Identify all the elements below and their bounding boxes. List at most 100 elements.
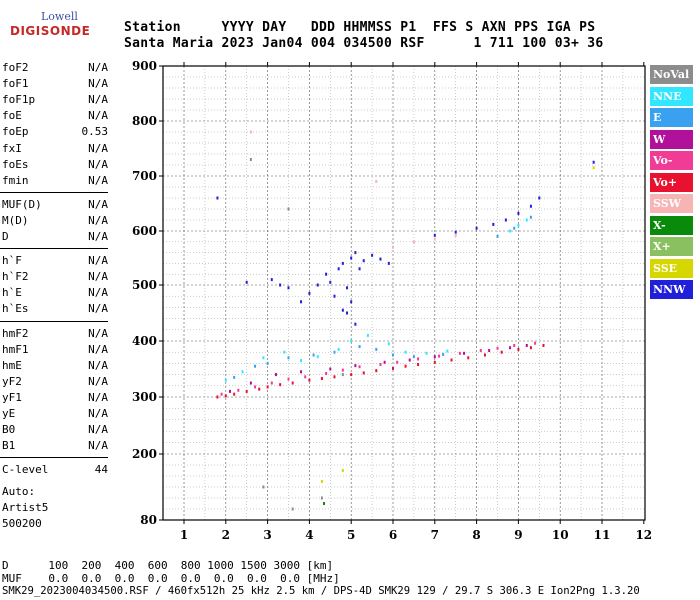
param-separator [0, 457, 108, 459]
point-vo [320, 377, 323, 381]
param-value: N/A [88, 302, 108, 316]
point-vo [500, 350, 503, 354]
point-vo [291, 381, 294, 385]
footer-d-row: D 100 200 400 600 800 1000 1500 3000 [km… [2, 559, 334, 572]
y-tick-label: 900 [132, 59, 157, 73]
param-row: h`F N/A [2, 253, 108, 269]
x-tick-label: 4 [305, 528, 313, 542]
y-tick-label: 200 [132, 447, 157, 461]
x-tick-label: 3 [263, 528, 271, 542]
legend-item-noval: NoVal [650, 65, 693, 84]
param-row: B0 N/A [2, 422, 108, 438]
param-row: h`Es N/A [2, 301, 108, 317]
param-name: B0 [2, 423, 16, 437]
point-vo [270, 381, 273, 385]
point-noval [262, 485, 265, 489]
point-w [383, 360, 386, 364]
param-row: foEs N/A [2, 157, 108, 173]
legend-item-w: W [650, 129, 693, 149]
param-value: N/A [88, 342, 108, 356]
point-e [358, 345, 361, 349]
x-tick-label: 9 [514, 528, 522, 542]
point-nnw [362, 259, 365, 263]
point-vo [392, 366, 394, 370]
param-row: hmF2 N/A [2, 326, 108, 342]
point-nnw [358, 267, 361, 271]
param-row: yE N/A [2, 406, 108, 422]
point-vo [358, 365, 361, 369]
param-row: hmF1 N/A [2, 342, 108, 358]
point-nne [387, 342, 390, 346]
grid-lines [163, 66, 645, 520]
param-name: hmE [2, 358, 22, 372]
param-name: D [2, 230, 9, 243]
param-value: 0.53 [81, 125, 109, 139]
param-value: N/A [88, 407, 108, 420]
y-tick-label: 400 [132, 334, 157, 348]
point-vo [483, 353, 486, 357]
point-vo [517, 347, 520, 351]
param-separator [0, 191, 108, 193]
legend-item-x: X- [650, 215, 693, 235]
point-vo [308, 378, 311, 382]
point-vo [437, 354, 440, 358]
point-e [287, 356, 290, 360]
point-nnw [475, 226, 478, 230]
point-e [375, 347, 378, 351]
point-vo [287, 377, 290, 381]
x-tick-label: 6 [389, 528, 397, 542]
point-ssw [249, 130, 252, 134]
param-name: hmF2 [2, 326, 29, 340]
param-row: D N/A [2, 229, 108, 245]
param-name: foF1p [2, 93, 36, 107]
point-nnw [517, 211, 520, 215]
point-e [254, 364, 257, 368]
param-value: N/A [88, 93, 108, 107]
parameter-panel: foF2 N/A foF1 N/A foF1p N/A foE N/A foEp 0.53 fxI N… [0, 0, 110, 600]
point-nnw [387, 261, 390, 265]
footer-status: SMK29_2023004034500.RSF / 460fx512h 25 k… [2, 585, 640, 597]
logo-digisonde: DIGISONDE [10, 24, 91, 38]
header-row-2: Santa Maria 2023 Jan04 004 034500 RSF 1 … [124, 36, 604, 51]
point-vo [417, 357, 420, 361]
point-sse [592, 166, 595, 170]
point-vo [304, 375, 307, 379]
legend-item-e: E [650, 108, 693, 127]
header-row-1: Station YYYY DAY DDD HHMMSS P1 FFS S AXN… [124, 20, 596, 35]
point-vo [233, 392, 236, 396]
point-vo [542, 343, 545, 347]
x-tick-label: 10 [552, 528, 569, 542]
point-vo [216, 395, 219, 399]
param-row: h`E N/A [2, 285, 108, 301]
point-nne [337, 347, 340, 351]
point-nnw [538, 196, 541, 200]
point-nnw [300, 300, 303, 304]
point-nnw [346, 286, 349, 290]
param-row: B1 N/A [2, 438, 108, 454]
point-ssw [454, 233, 457, 237]
param-row: M(D) N/A [2, 213, 108, 229]
point-e [529, 215, 532, 219]
point-nnw [504, 218, 507, 222]
point-nnw [337, 267, 340, 271]
point-sse [320, 480, 323, 483]
param-name: fmin [2, 173, 29, 187]
x-tick-label: 8 [472, 528, 480, 542]
point-e [312, 353, 315, 357]
point-vo [417, 363, 420, 367]
param-name: M(D) [2, 213, 29, 227]
point-nne [262, 356, 265, 360]
point-nnw [454, 230, 457, 234]
point-e [233, 375, 236, 379]
point-ssw [412, 240, 415, 244]
point-nne [241, 370, 244, 374]
auto-artist: Artist5 [2, 501, 49, 514]
point-nne [300, 359, 303, 363]
param-separator [0, 320, 108, 322]
auto-label: Auto: [2, 485, 36, 498]
x-tick-label: 11 [594, 528, 611, 542]
point-w [433, 355, 436, 359]
legend-item-nne: NNE [650, 86, 693, 106]
point-nne [366, 333, 369, 337]
point-vo [450, 358, 453, 362]
